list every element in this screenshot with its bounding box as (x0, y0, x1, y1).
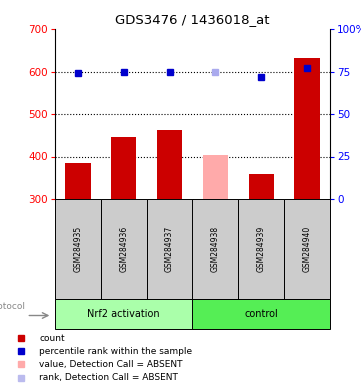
Text: percentile rank within the sample: percentile rank within the sample (39, 347, 192, 356)
Bar (55, 199, 101, 299)
Text: GSM284939: GSM284939 (257, 226, 266, 272)
Bar (157, 130, 182, 199)
Bar (203, 155, 228, 199)
Bar (65, 163, 91, 199)
Bar (295, 58, 320, 199)
Text: Nrf2 activation: Nrf2 activation (87, 309, 160, 319)
Text: GSM284940: GSM284940 (303, 226, 312, 272)
Bar (147, 199, 192, 299)
Text: protocol: protocol (0, 302, 25, 311)
Text: count: count (39, 334, 65, 343)
Bar (238, 199, 284, 299)
Text: rank, Detection Call = ABSENT: rank, Detection Call = ABSENT (39, 373, 178, 382)
Bar (192, 199, 238, 299)
Bar (101, 199, 147, 299)
Bar (284, 199, 330, 299)
Text: control: control (244, 309, 278, 319)
Text: GSM284936: GSM284936 (119, 226, 128, 272)
Text: GSM284938: GSM284938 (211, 226, 220, 272)
Bar (111, 137, 136, 199)
Text: value, Detection Call = ABSENT: value, Detection Call = ABSENT (39, 360, 183, 369)
Text: GSM284937: GSM284937 (165, 226, 174, 272)
Bar (249, 174, 274, 199)
Text: GSM284935: GSM284935 (73, 226, 82, 272)
Bar (55, 299, 192, 329)
Title: GDS3476 / 1436018_at: GDS3476 / 1436018_at (115, 13, 270, 26)
Bar (192, 299, 330, 329)
